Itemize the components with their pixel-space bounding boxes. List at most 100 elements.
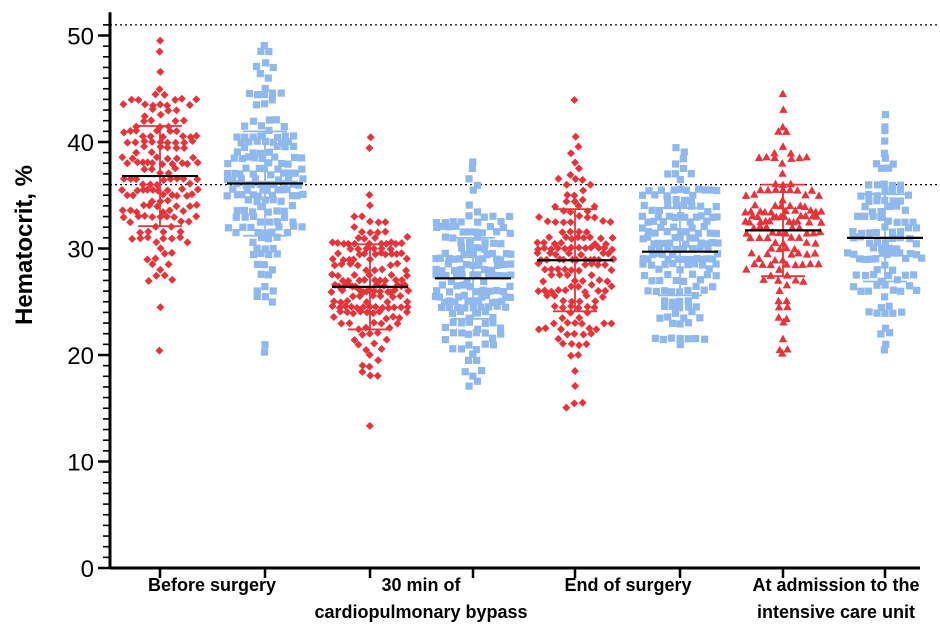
data-point — [750, 259, 759, 268]
data-point — [382, 335, 391, 344]
data-point — [159, 190, 168, 199]
data-point — [533, 238, 542, 247]
data-point — [164, 260, 173, 269]
data-point — [283, 185, 291, 193]
data-point — [465, 341, 473, 349]
data-point — [257, 132, 265, 140]
data-point — [775, 286, 784, 294]
data-point — [697, 202, 705, 210]
data-point — [785, 201, 795, 210]
data-point — [397, 249, 406, 258]
data-point — [493, 255, 501, 263]
x-category-label: cardiopulmonary bypass — [314, 602, 527, 622]
data-point — [277, 139, 286, 147]
data-point — [685, 303, 693, 311]
data-point — [701, 186, 709, 194]
data-point — [787, 250, 796, 258]
data-point — [455, 293, 463, 301]
data-point — [566, 308, 575, 317]
data-point — [575, 227, 584, 236]
data-point — [159, 176, 168, 185]
data-point — [293, 192, 301, 200]
data-point — [496, 324, 505, 332]
data-point — [535, 213, 544, 222]
data-point — [458, 319, 466, 327]
data-point — [464, 330, 473, 338]
data-point — [232, 213, 240, 221]
data-point — [128, 191, 137, 200]
data-point — [775, 265, 784, 273]
data-point — [659, 218, 667, 226]
data-point — [881, 111, 890, 119]
data-point — [432, 218, 441, 227]
data-point — [672, 195, 680, 204]
data-point — [849, 228, 857, 236]
data-point — [149, 101, 158, 110]
data-point — [883, 250, 891, 259]
data-point — [144, 277, 153, 286]
data-point — [464, 356, 473, 364]
data-point — [570, 399, 579, 408]
data-point — [748, 211, 757, 220]
data-point — [712, 229, 720, 238]
data-point — [474, 297, 482, 305]
data-point — [272, 116, 280, 124]
data-point — [607, 282, 616, 291]
data-point — [334, 249, 343, 258]
data-point — [878, 245, 886, 253]
data-point — [889, 197, 897, 205]
data-point — [587, 271, 596, 280]
data-point — [881, 187, 889, 195]
data-point — [136, 228, 145, 237]
data-point — [873, 281, 881, 289]
data-point — [660, 297, 669, 305]
data-point — [252, 62, 261, 71]
data-point — [880, 346, 888, 354]
data-point — [498, 297, 506, 306]
data-point — [436, 254, 444, 262]
data-point — [893, 245, 901, 253]
data-point — [264, 74, 272, 82]
data-point — [571, 381, 580, 390]
data-point — [640, 271, 649, 280]
data-point — [333, 238, 342, 247]
data-point — [750, 190, 759, 198]
data-point — [869, 244, 878, 252]
data-point — [349, 309, 358, 318]
data-point — [791, 275, 800, 284]
data-point — [245, 89, 254, 98]
data-point — [681, 196, 689, 204]
data-point — [782, 127, 791, 135]
data-point — [450, 266, 459, 275]
data-point — [810, 249, 820, 257]
data-point — [257, 122, 266, 130]
data-point — [644, 228, 653, 236]
data-point — [480, 213, 488, 221]
data-point — [403, 308, 412, 317]
data-point — [329, 312, 338, 321]
data-point — [896, 186, 904, 194]
data-point — [869, 212, 877, 220]
data-point — [163, 143, 172, 152]
data-point — [458, 271, 466, 279]
data-point — [873, 192, 881, 200]
data-point — [168, 191, 177, 200]
data-point — [254, 228, 262, 237]
data-point — [264, 271, 273, 279]
data-point — [369, 309, 378, 318]
data-point — [877, 213, 885, 221]
data-point — [353, 303, 362, 312]
data-point — [868, 208, 876, 216]
data-point — [664, 270, 672, 279]
data-point — [689, 191, 697, 199]
data-point — [495, 271, 503, 280]
data-point — [139, 201, 148, 210]
data-point — [497, 218, 505, 226]
data-point — [669, 259, 677, 268]
data-point — [852, 271, 860, 279]
data-point — [912, 240, 920, 248]
data-point — [264, 208, 272, 216]
data-point — [299, 175, 307, 183]
data-point — [343, 308, 352, 317]
data-point — [456, 255, 464, 263]
